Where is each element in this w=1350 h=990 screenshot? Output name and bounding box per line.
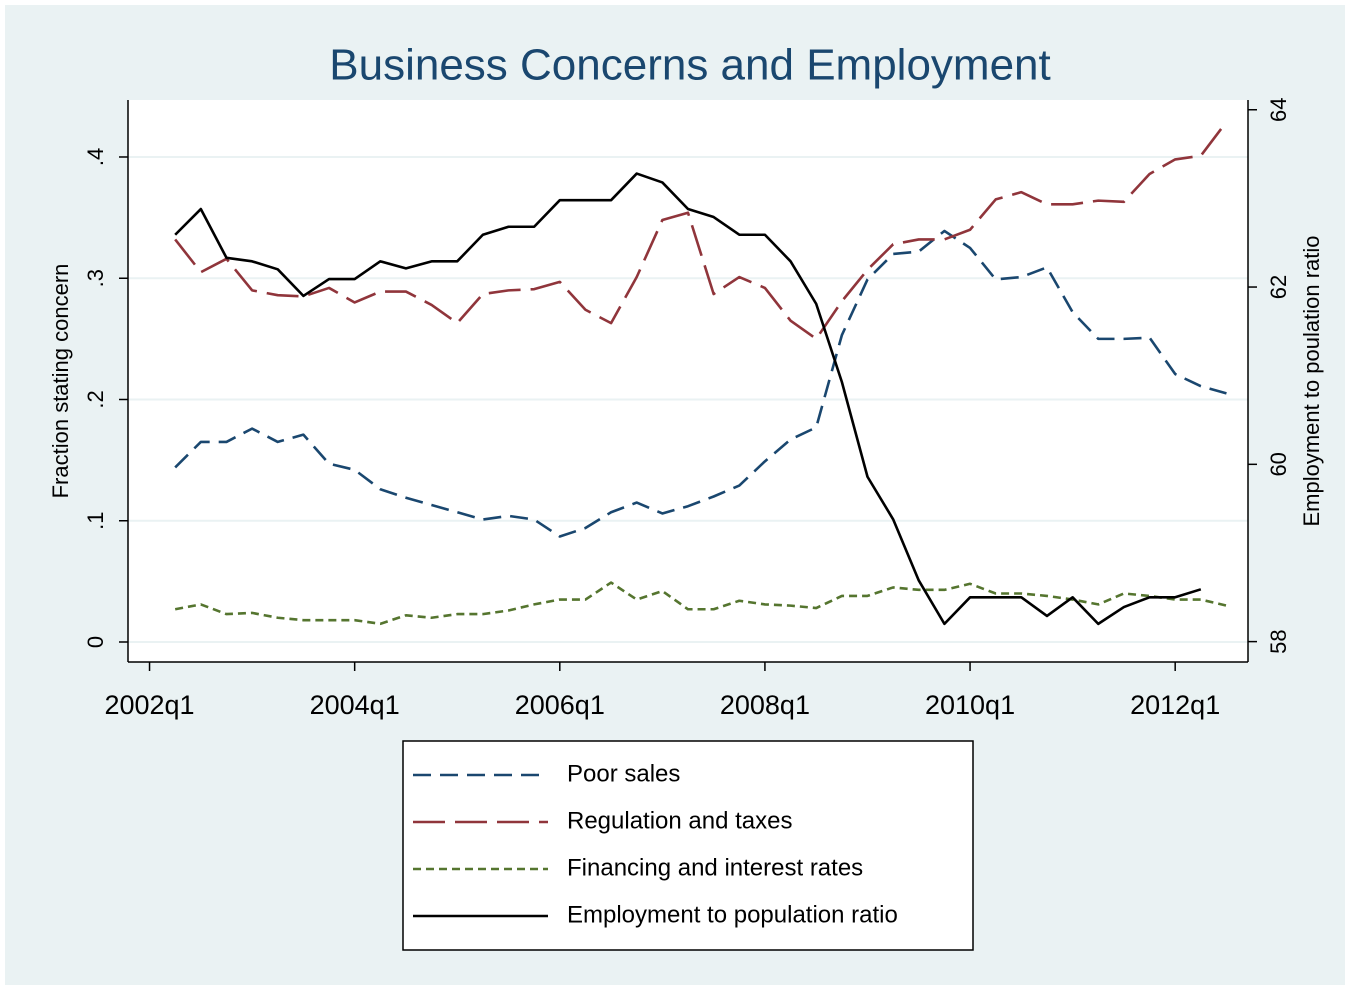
legend-label: Poor sales — [567, 760, 680, 787]
y-tick-label: .4 — [83, 148, 108, 166]
y2-axis-title: Employment to poulation ratio — [1299, 235, 1324, 526]
x-tick-label: 2004q1 — [310, 690, 400, 720]
legend-label: Employment to population ratio — [567, 901, 898, 928]
y2-tick-label: 58 — [1266, 629, 1291, 653]
x-tick-label: 2012q1 — [1130, 690, 1220, 720]
x-tick-label: 2002q1 — [104, 690, 194, 720]
y-tick-label: .2 — [83, 390, 108, 408]
legend-label: Regulation and taxes — [567, 807, 793, 834]
x-tick-label: 2010q1 — [925, 690, 1015, 720]
series-line — [174, 581, 1227, 626]
plot-area — [128, 100, 1248, 662]
series-line — [174, 172, 1202, 626]
y2-tick-label: 64 — [1266, 98, 1291, 122]
chart-title: Business Concerns and Employment — [329, 41, 1050, 90]
y2-tick-label: 62 — [1266, 275, 1291, 299]
legend-label: Financing and interest rates — [567, 854, 863, 881]
series-line — [174, 229, 1227, 538]
y-tick-label: .1 — [83, 512, 108, 530]
y-tick-label: 0 — [83, 636, 108, 648]
y-tick-label: .3 — [83, 269, 108, 287]
y-axis-title: Fraction stating concern — [48, 264, 73, 499]
x-tick-label: 2008q1 — [720, 690, 810, 720]
y2-tick-label: 60 — [1266, 452, 1291, 476]
x-tick-label: 2006q1 — [515, 690, 605, 720]
series-line — [174, 121, 1228, 341]
